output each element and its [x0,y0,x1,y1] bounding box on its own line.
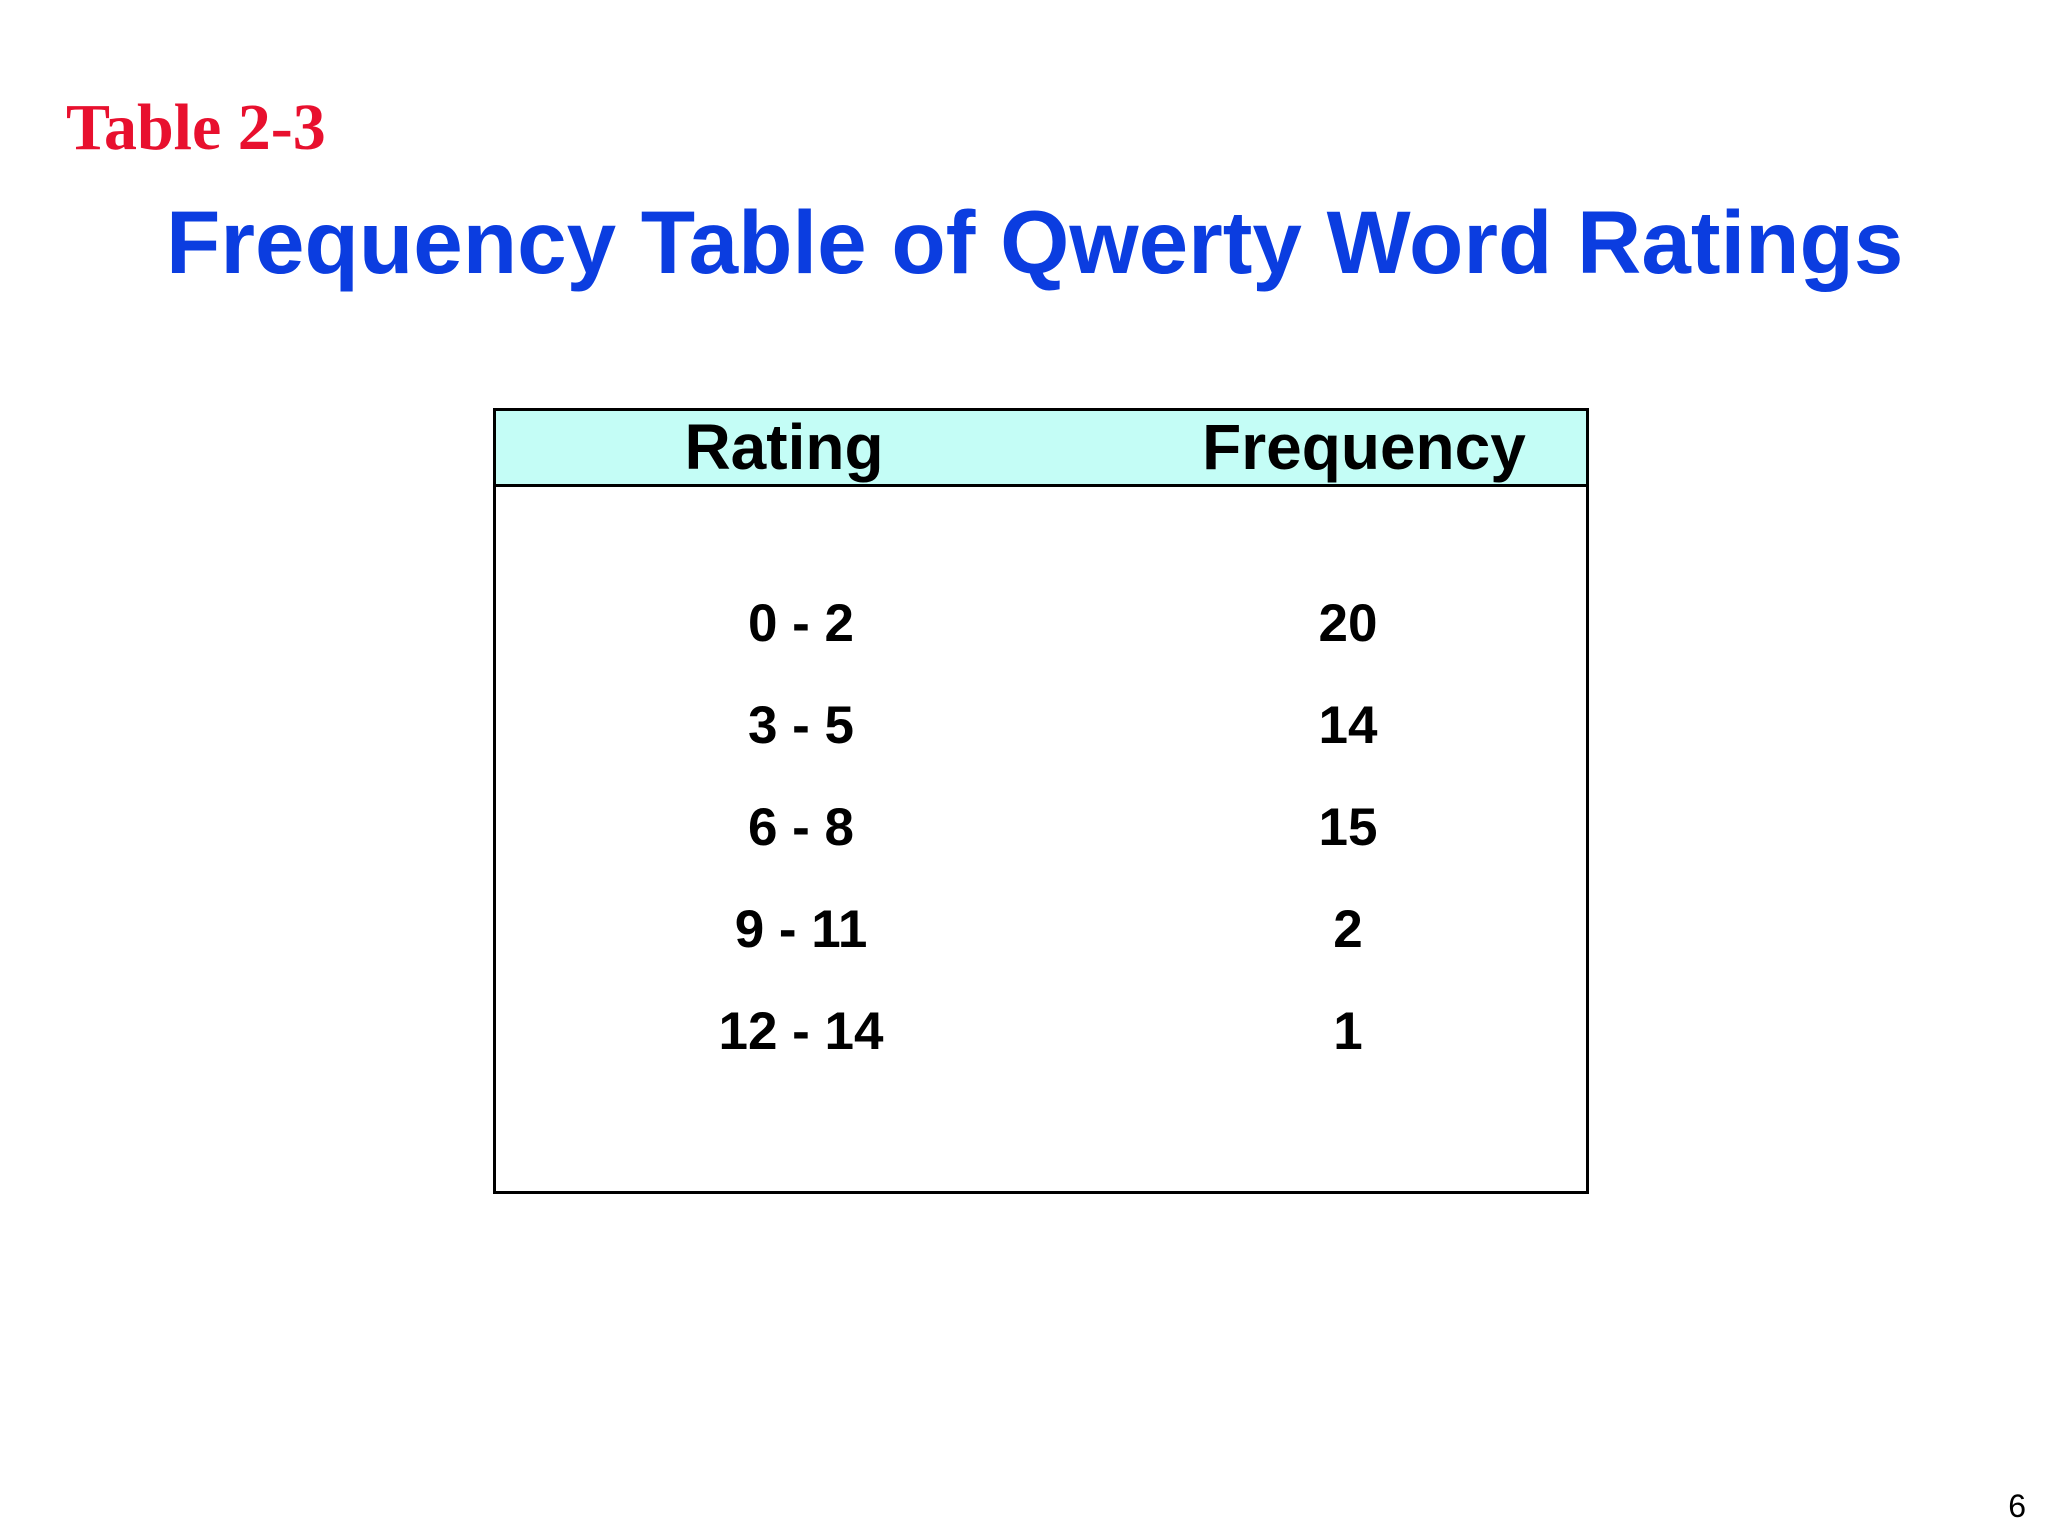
table-row: 3 - 5 14 [496,675,1586,777]
table-row: 12 - 14 1 [496,981,1586,1083]
table-row: 6 - 8 15 [496,777,1586,879]
table-row: 0 - 2 20 [496,573,1586,675]
frequency-cell: 14 [1318,696,1378,755]
rating-cell: 12 - 14 [718,1002,884,1061]
rating-cell: 3 - 5 [747,696,855,755]
header-rating: Rating [684,411,884,483]
page-number: 6 [2008,1488,2026,1524]
frequency-cell: 2 [1333,900,1363,959]
table-body: 0 - 2 20 3 - 5 14 6 - 8 15 9 - 11 2 12 -… [496,487,1586,1191]
table-label: Table 2-3 [66,91,326,164]
table-header: Rating Frequency [496,411,1586,487]
page-title: Frequency Table of Qwerty Word Ratings [166,192,1904,292]
frequency-cell: 20 [1318,594,1378,653]
rating-cell: 9 - 11 [734,900,868,959]
table-row: 9 - 11 2 [496,879,1586,981]
frequency-cell: 1 [1333,1002,1363,1061]
rating-cell: 0 - 2 [747,594,855,653]
header-frequency: Frequency [1202,411,1526,483]
frequency-cell: 15 [1318,798,1378,857]
frequency-table: Rating Frequency 0 - 2 20 3 - 5 14 6 - 8… [493,408,1589,1194]
rating-cell: 6 - 8 [747,798,855,857]
